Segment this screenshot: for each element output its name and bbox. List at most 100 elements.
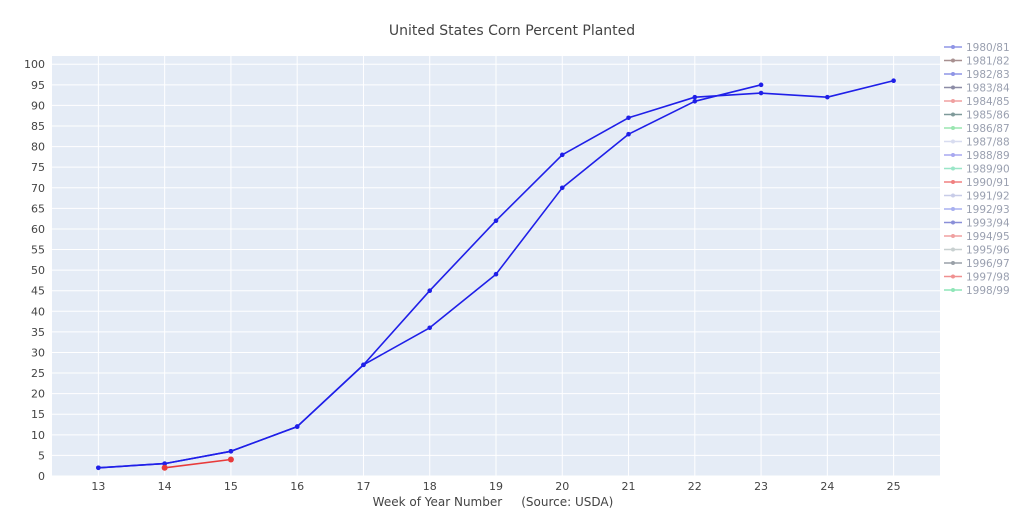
y-tick-label: 100	[24, 58, 45, 71]
legend-item[interactable]: 1983/84	[944, 83, 1010, 95]
y-tick-label: 80	[31, 141, 45, 154]
legend-swatch-marker	[951, 288, 955, 292]
x-axis-label: Week of Year Number (Source: USDA)	[373, 495, 614, 509]
x-tick-label: 14	[158, 480, 172, 493]
legend-item[interactable]: 1996/97	[944, 258, 1010, 270]
legend-label: 1995/96	[966, 245, 1010, 257]
data-point[interactable]	[626, 131, 631, 137]
y-tick-label: 35	[31, 326, 45, 339]
legend-item[interactable]: 1986/87	[944, 123, 1010, 135]
data-point[interactable]	[227, 456, 234, 463]
y-tick-label: 45	[31, 285, 45, 298]
legend-item[interactable]: 1988/89	[944, 150, 1010, 162]
data-point[interactable]	[758, 82, 764, 88]
y-tick-label: 70	[31, 182, 45, 195]
x-tick-label: 20	[555, 480, 569, 493]
legend-label: 1981/82	[966, 56, 1010, 68]
legend-item[interactable]: 1984/85	[944, 96, 1010, 108]
data-point[interactable]	[825, 94, 830, 100]
data-point[interactable]	[161, 464, 168, 471]
y-tick-label: 40	[31, 305, 45, 318]
x-tick-label: 15	[224, 480, 238, 493]
legend-item[interactable]: 1980/81	[944, 42, 1010, 54]
data-point[interactable]	[692, 94, 698, 100]
x-tick-label: 17	[356, 480, 370, 493]
series-line	[164, 458, 231, 469]
y-tick-label: 5	[38, 449, 45, 462]
x-tick-label: 18	[423, 480, 437, 493]
legend-item[interactable]: 1987/88	[944, 137, 1010, 149]
legend-swatch-marker	[951, 261, 955, 265]
legend-swatch-marker	[951, 247, 955, 252]
legend-label: 1988/89	[966, 150, 1010, 162]
legend-swatch-marker	[951, 45, 955, 49]
legend-swatch-marker	[951, 220, 955, 225]
legend-item[interactable]: 1989/90	[944, 164, 1010, 176]
x-tick-label: 23	[754, 480, 768, 493]
y-tick-label: 60	[31, 223, 45, 236]
legend-label: 1985/86	[966, 110, 1010, 122]
data-point[interactable]	[758, 90, 764, 96]
legend-item[interactable]: 1997/98	[944, 272, 1010, 284]
data-point[interactable]	[361, 362, 366, 368]
legend-item[interactable]: 1982/83	[944, 69, 1010, 81]
data-point[interactable]	[96, 465, 101, 471]
y-tick-label: 85	[31, 120, 45, 133]
data-point[interactable]	[228, 448, 234, 454]
legend-swatch-marker	[951, 126, 955, 130]
x-axis-ticks: 13 14 15 16 17 18 19 20 21 22 23 24 25	[91, 480, 900, 493]
legend-label: 1987/88	[966, 137, 1010, 149]
legend-label: 1980/81	[966, 42, 1010, 54]
legend-label: 1994/95	[966, 231, 1010, 243]
legend-label: 1996/97	[966, 258, 1010, 270]
legend-item[interactable]: 1993/94	[944, 218, 1010, 230]
legend-item[interactable]: 1990/91	[944, 177, 1010, 189]
legend-swatch-marker	[951, 193, 955, 198]
x-tick-label: 16	[290, 480, 304, 493]
legend-label: 1983/84	[966, 83, 1010, 95]
legend-swatch-marker	[951, 99, 955, 103]
y-tick-label: 95	[31, 79, 45, 92]
y-tick-label: 20	[31, 388, 45, 401]
legend-swatch-marker	[951, 234, 955, 238]
legend-item[interactable]: 1994/95	[944, 231, 1010, 243]
y-tick-label: 75	[31, 161, 45, 174]
y-axis-ticks: 0 5 10 15 20 25 30 35 40 45 50 55 60 65 70 75 80 85 90 95 10…	[24, 58, 45, 483]
legend-label: 1991/92	[966, 191, 1010, 203]
x-tick-label: 22	[688, 480, 702, 493]
legend-item[interactable]: 1981/82	[944, 56, 1010, 68]
data-point[interactable]	[162, 461, 167, 466]
data-point[interactable]	[559, 185, 565, 191]
legend-item[interactable]: 1992/93	[944, 204, 1010, 216]
data-point[interactable]	[294, 424, 300, 429]
x-tick-label: 19	[489, 480, 503, 493]
y-tick-label: 65	[31, 202, 45, 215]
legend-swatch-marker	[951, 274, 955, 279]
data-point[interactable]	[692, 98, 698, 104]
y-tick-label: 30	[31, 346, 45, 359]
data-point[interactable]	[559, 152, 565, 158]
legend-item[interactable]: 1985/86	[944, 110, 1010, 122]
data-point[interactable]	[493, 218, 499, 224]
x-tick-label: 21	[622, 480, 636, 493]
data-point[interactable]	[427, 288, 433, 294]
legend-label: 1992/93	[966, 204, 1010, 216]
data-point[interactable]	[427, 325, 433, 331]
legend-swatch-marker	[951, 58, 955, 63]
legend-swatch-marker	[951, 72, 955, 76]
legend-item[interactable]: 1991/92	[944, 191, 1010, 203]
legend-label: 1982/83	[966, 69, 1010, 81]
legend-item[interactable]: 1998/99	[944, 285, 1010, 297]
data-point[interactable]	[493, 271, 499, 277]
legend-item[interactable]: 1995/96	[944, 245, 1010, 257]
legend-label: 1986/87	[966, 123, 1010, 135]
data-point[interactable]	[626, 115, 631, 121]
y-tick-label: 50	[31, 264, 45, 277]
x-tick-label: 24	[820, 480, 834, 493]
series-line-group	[161, 456, 234, 471]
data-point[interactable]	[891, 78, 896, 84]
legend-swatch-marker	[951, 112, 955, 117]
